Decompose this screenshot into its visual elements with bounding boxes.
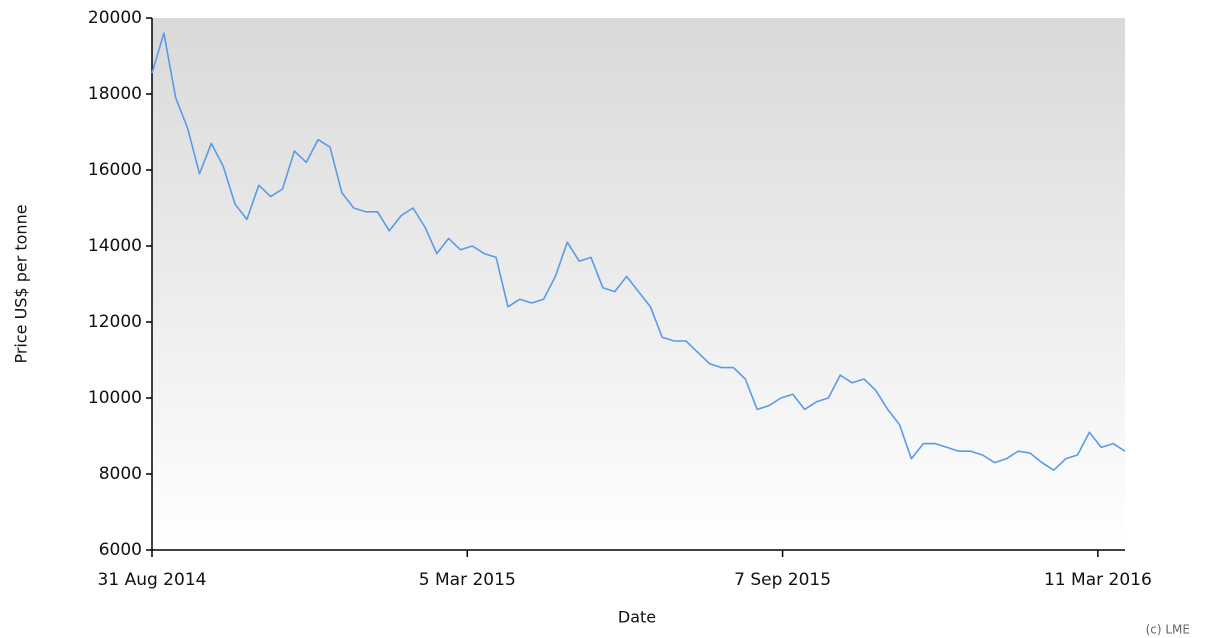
y-tick-label: 10000: [88, 388, 142, 408]
y-tick-label: 12000: [88, 312, 142, 332]
x-tick-label: 11 Mar 2016: [1044, 570, 1152, 590]
x-axis-title: Date: [618, 608, 656, 627]
y-tick-label: 6000: [99, 540, 142, 560]
y-axis-title: Price US$ per tonne: [12, 204, 31, 363]
x-tick-label: 31 Aug 2014: [98, 570, 207, 590]
y-tick-label: 8000: [99, 464, 142, 484]
credit: (c) LME: [1146, 623, 1190, 637]
plot-background: [152, 18, 1125, 550]
y-tick-label: 18000: [88, 84, 142, 104]
y-tick-label: 16000: [88, 160, 142, 180]
x-tick-label: 7 Sep 2015: [734, 570, 831, 590]
y-tick-label: 20000: [88, 8, 142, 28]
y-tick-label: 14000: [88, 236, 142, 256]
x-tick-label: 5 Mar 2015: [419, 570, 516, 590]
price-line: [151, 32, 1126, 471]
